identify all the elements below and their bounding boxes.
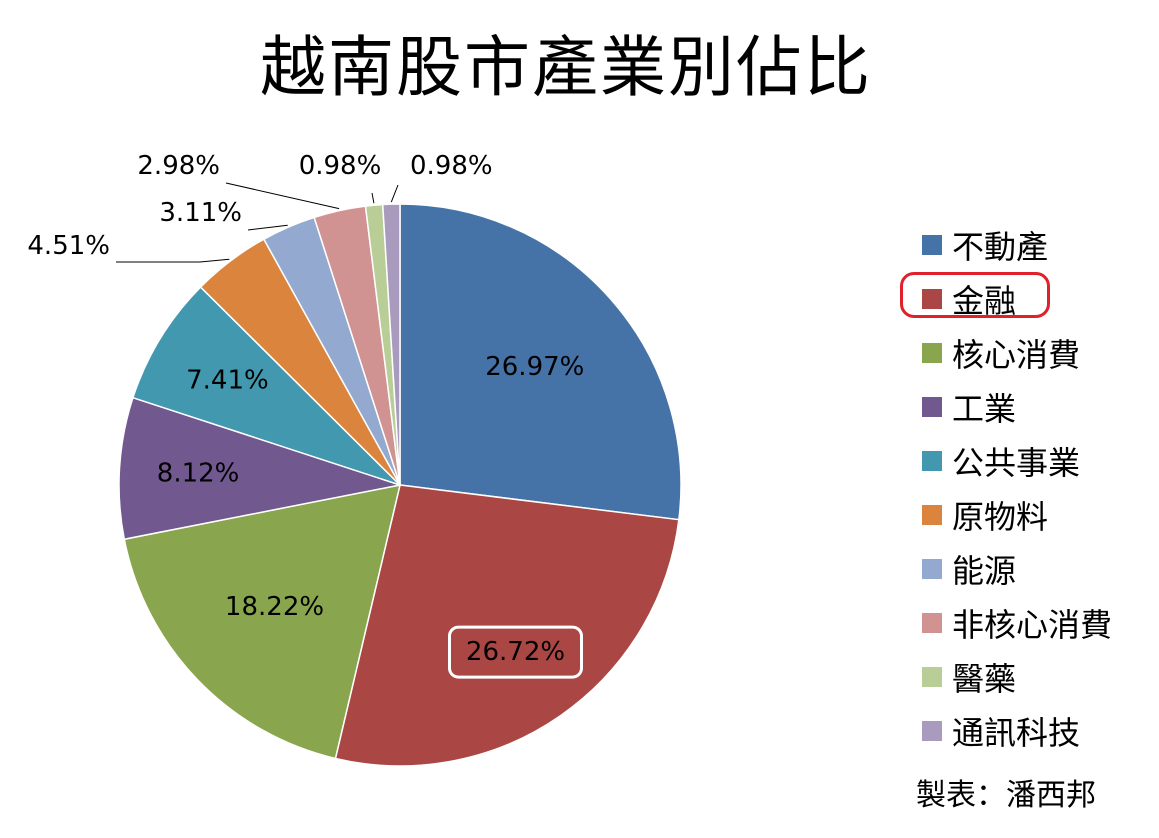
legend-label: 非核心消費 bbox=[952, 606, 1113, 644]
legend-item: 工業 bbox=[922, 380, 1112, 434]
legend-item: 金融 bbox=[900, 272, 1112, 326]
legend-item: 非核心消費 bbox=[922, 596, 1112, 650]
pie-slice bbox=[123, 484, 401, 760]
legend-item: 核心消費 bbox=[922, 326, 1112, 380]
pie-slice bbox=[334, 484, 680, 767]
leader-line bbox=[225, 182, 340, 210]
legend-swatch bbox=[922, 451, 942, 471]
leader-line bbox=[247, 224, 288, 231]
highlight-box bbox=[448, 625, 583, 679]
legend-label: 公共事業 bbox=[952, 444, 1081, 482]
pie-slice bbox=[118, 396, 403, 541]
legend-label: 通訊科技 bbox=[952, 714, 1081, 752]
legend-label: 能源 bbox=[952, 552, 1017, 590]
data-label: 7.41% bbox=[186, 366, 269, 396]
legend-item: 原物料 bbox=[922, 488, 1112, 542]
legend-highlight-box bbox=[900, 272, 1050, 318]
legend-item: 能源 bbox=[922, 542, 1112, 596]
legend-swatch bbox=[922, 721, 942, 741]
data-label: 0.98% bbox=[299, 151, 382, 181]
legend-swatch bbox=[922, 289, 942, 309]
legend-label: 金融 bbox=[952, 282, 1017, 320]
legend-label: 不動產 bbox=[952, 228, 1049, 266]
legend-swatch bbox=[922, 343, 942, 363]
legend: 不動產金融核心消費工業公共事業原物料能源非核心消費醫藥通訊科技 bbox=[900, 218, 1112, 758]
leader-line bbox=[390, 184, 399, 203]
leader-line bbox=[116, 258, 230, 263]
chart-credit: 製表：潘西邦 bbox=[916, 778, 1096, 813]
data-label: 26.97% bbox=[485, 352, 584, 382]
legend-swatch bbox=[922, 667, 942, 687]
data-label: 26.72% bbox=[466, 637, 565, 667]
pie-slice bbox=[381, 203, 401, 486]
pie-slice bbox=[399, 203, 682, 521]
chart-title: 越南股市產業別佔比 bbox=[260, 29, 872, 106]
data-label: 18.22% bbox=[225, 592, 324, 622]
data-label: 0.98% bbox=[410, 151, 493, 181]
data-label: 4.51% bbox=[27, 231, 110, 261]
data-label: 2.98% bbox=[137, 151, 220, 181]
pie-slice bbox=[131, 285, 401, 486]
legend-swatch bbox=[922, 505, 942, 525]
legend-label: 工業 bbox=[952, 390, 1017, 428]
legend-swatch bbox=[922, 613, 942, 633]
legend-item: 通訊科技 bbox=[922, 704, 1112, 758]
leader-line bbox=[371, 192, 375, 204]
legend-swatch bbox=[922, 559, 942, 579]
legend-item: 醫藥 bbox=[922, 650, 1112, 704]
legend-swatch bbox=[922, 397, 942, 417]
legend-label: 原物料 bbox=[952, 498, 1049, 536]
data-label: 3.11% bbox=[159, 198, 242, 228]
legend-label: 醫藥 bbox=[952, 660, 1017, 698]
legend-swatch bbox=[922, 235, 942, 255]
legend-item: 公共事業 bbox=[922, 434, 1112, 488]
legend-item: 不動產 bbox=[922, 218, 1112, 272]
legend-label: 核心消費 bbox=[952, 336, 1081, 374]
data-label: 8.12% bbox=[157, 459, 240, 489]
